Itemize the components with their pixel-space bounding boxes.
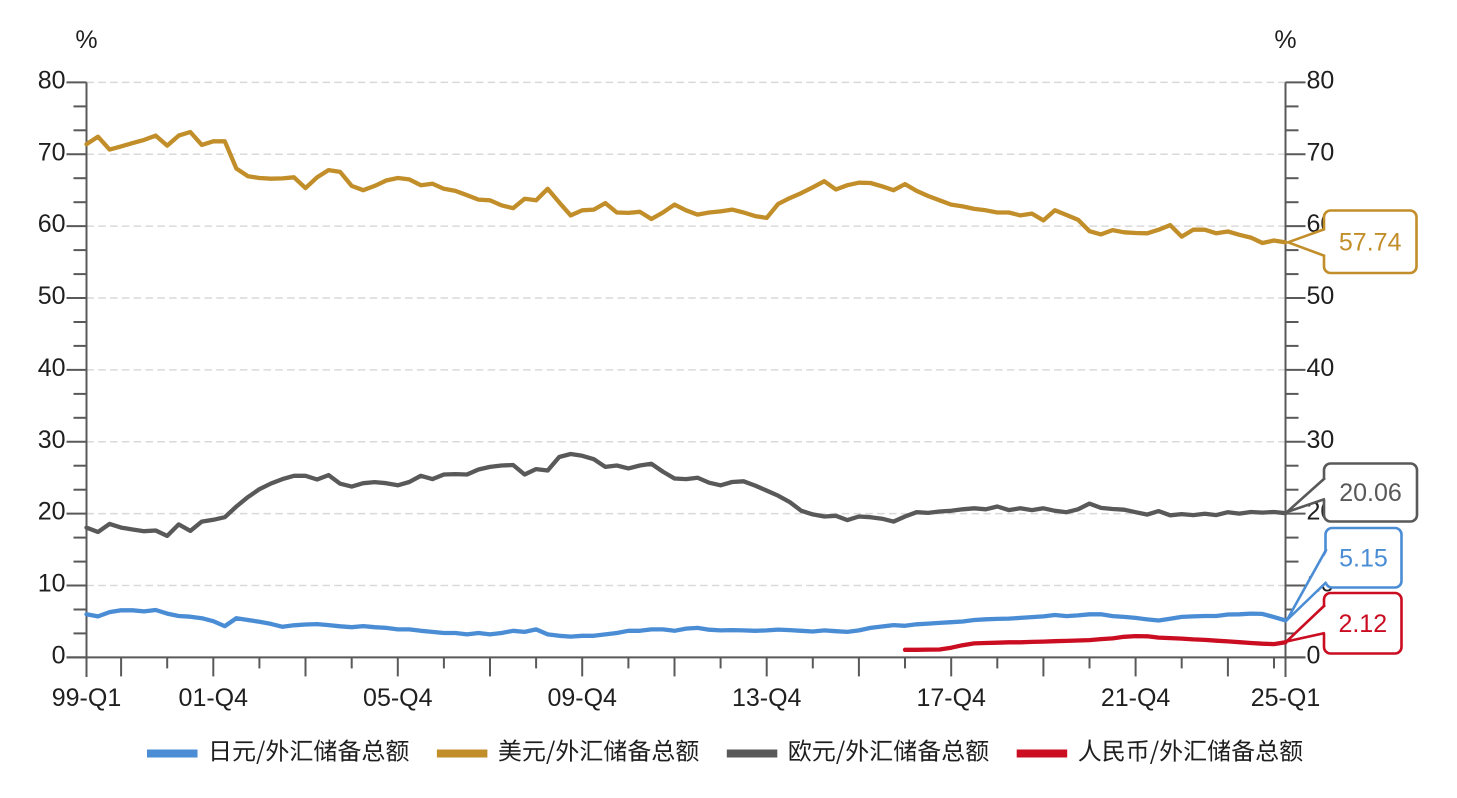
svg-text:10: 10 [38, 570, 66, 598]
svg-text:30: 30 [38, 426, 66, 454]
svg-text:70: 70 [38, 138, 66, 166]
svg-text:09-Q4: 09-Q4 [547, 684, 617, 712]
svg-text:%: % [1274, 26, 1296, 54]
svg-text:20: 20 [38, 498, 66, 526]
svg-text:17-Q4: 17-Q4 [916, 684, 986, 712]
svg-text:80: 80 [1307, 66, 1335, 94]
svg-text:30: 30 [1307, 426, 1335, 454]
svg-text:40: 40 [1307, 354, 1335, 382]
svg-text:50: 50 [38, 282, 66, 310]
svg-text:40: 40 [38, 354, 66, 382]
svg-text:70: 70 [1307, 138, 1335, 166]
svg-text:0: 0 [52, 641, 66, 669]
svg-text:80: 80 [38, 66, 66, 94]
svg-text:99-Q1: 99-Q1 [52, 684, 121, 712]
svg-text:13-Q4: 13-Q4 [732, 684, 802, 712]
svg-text:01-Q4: 01-Q4 [179, 684, 249, 712]
svg-text:57.74: 57.74 [1339, 228, 1402, 256]
svg-text:21-Q4: 21-Q4 [1101, 684, 1171, 712]
svg-text:0: 0 [1307, 641, 1321, 669]
svg-text:2.12: 2.12 [1338, 610, 1387, 638]
svg-text:5.15: 5.15 [1339, 545, 1388, 573]
svg-text:25-Q1: 25-Q1 [1251, 684, 1320, 712]
svg-text:50: 50 [1307, 282, 1335, 310]
svg-text:60: 60 [38, 210, 66, 238]
svg-text:%: % [75, 26, 97, 54]
svg-text:05-Q4: 05-Q4 [363, 684, 433, 712]
svg-text:20.06: 20.06 [1339, 479, 1402, 507]
